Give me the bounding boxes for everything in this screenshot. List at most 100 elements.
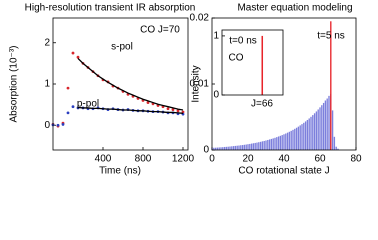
data-point bbox=[56, 123, 60, 127]
x-axis-label: Time (ns) bbox=[99, 166, 141, 177]
bar bbox=[321, 105, 323, 150]
chart-title: High-resolution transient IR absorption bbox=[25, 3, 196, 14]
bar bbox=[308, 118, 310, 150]
bar bbox=[279, 135, 282, 150]
bar bbox=[335, 146, 337, 150]
bar bbox=[238, 145, 240, 150]
y-axis-label: Absorption (10⁻³) bbox=[9, 46, 20, 123]
data-point bbox=[61, 123, 65, 126]
bar bbox=[213, 147, 215, 150]
bar bbox=[319, 107, 321, 150]
data-point bbox=[66, 111, 70, 115]
fit-line bbox=[77, 57, 184, 111]
bar bbox=[297, 126, 300, 150]
x-tick-label: 800 bbox=[135, 154, 152, 165]
bar bbox=[265, 140, 267, 150]
y-tick-label: 0 bbox=[213, 90, 219, 101]
bar bbox=[223, 146, 226, 150]
figure: High-resolution transient IR absorption T… bbox=[9, 3, 362, 177]
bar bbox=[294, 128, 296, 150]
panel: Master equation modeling CO rotational st… bbox=[190, 3, 362, 177]
bar bbox=[337, 148, 339, 150]
bar bbox=[303, 122, 305, 150]
bar bbox=[312, 115, 314, 150]
axes-frame bbox=[211, 17, 357, 151]
x-tick-label: 20 bbox=[242, 154, 254, 165]
bar bbox=[231, 146, 233, 150]
bar bbox=[315, 111, 318, 150]
x-tick-label: 80 bbox=[350, 154, 362, 165]
bar bbox=[272, 138, 274, 150]
bar bbox=[283, 134, 285, 150]
annotation: t=5 ns bbox=[317, 31, 345, 42]
data-point bbox=[176, 109, 180, 113]
bar bbox=[331, 110, 334, 150]
data-point bbox=[76, 55, 80, 59]
bar bbox=[229, 146, 231, 150]
bar bbox=[236, 145, 238, 150]
bar bbox=[254, 142, 256, 150]
bar bbox=[295, 127, 298, 150]
plot-area bbox=[211, 21, 339, 150]
bar bbox=[214, 147, 217, 150]
bar bbox=[270, 138, 273, 150]
x-tick-label: 0 bbox=[209, 154, 215, 165]
bar bbox=[288, 131, 291, 150]
bar bbox=[249, 143, 251, 150]
bar bbox=[328, 95, 330, 150]
x-tick-label: 40 bbox=[278, 154, 290, 165]
bar bbox=[218, 147, 220, 150]
bar bbox=[256, 142, 258, 150]
bar bbox=[313, 113, 316, 150]
y-tick-label: 1 bbox=[213, 31, 219, 42]
bar bbox=[333, 136, 336, 150]
fit-line bbox=[77, 106, 184, 114]
panel: High-resolution transient IR absorption T… bbox=[9, 3, 196, 177]
x-tick-label: 1200 bbox=[172, 154, 195, 165]
y-tick-label: 0 bbox=[44, 120, 50, 131]
bar bbox=[292, 129, 294, 150]
bar bbox=[285, 133, 287, 150]
bar bbox=[304, 121, 307, 150]
bar bbox=[241, 145, 244, 150]
plot-area bbox=[261, 35, 264, 95]
bar bbox=[227, 146, 229, 150]
y-tick-label: 0 bbox=[203, 145, 209, 156]
chart-title: Master equation modeling bbox=[237, 3, 352, 14]
bar bbox=[322, 102, 325, 150]
bar bbox=[245, 144, 247, 150]
bar bbox=[326, 98, 328, 150]
bar bbox=[317, 109, 319, 150]
bar bbox=[225, 146, 228, 150]
bar bbox=[222, 147, 224, 150]
bar bbox=[268, 139, 271, 150]
x-tick-label: 60 bbox=[314, 154, 326, 165]
inset: 0 1 t=0 ns CO J=66 bbox=[213, 29, 284, 110]
bar bbox=[310, 116, 312, 150]
bar bbox=[263, 140, 265, 150]
bar bbox=[267, 139, 269, 150]
x-tick-label: 400 bbox=[95, 154, 112, 165]
bar bbox=[306, 119, 309, 150]
bar bbox=[281, 135, 283, 150]
y-tick-label: 0.01 bbox=[190, 79, 210, 90]
bar bbox=[324, 100, 327, 150]
y-tick-label: 2 bbox=[44, 37, 50, 48]
bar bbox=[259, 141, 262, 150]
series-label: s-pol bbox=[111, 42, 133, 53]
data-point bbox=[166, 107, 170, 111]
annotation: J=66 bbox=[251, 99, 273, 110]
data-point bbox=[71, 51, 75, 55]
bar bbox=[274, 137, 276, 150]
inset-background bbox=[222, 30, 283, 95]
bar bbox=[301, 124, 303, 150]
annotation: CO bbox=[229, 53, 244, 64]
bar bbox=[252, 143, 255, 150]
data-point bbox=[71, 105, 75, 109]
plot-area bbox=[51, 51, 185, 128]
annotation: CO J=70 bbox=[140, 25, 180, 36]
bar bbox=[232, 146, 235, 150]
annotation: t=0 ns bbox=[229, 36, 257, 47]
data-point bbox=[146, 101, 150, 104]
axes-frame bbox=[52, 17, 189, 151]
